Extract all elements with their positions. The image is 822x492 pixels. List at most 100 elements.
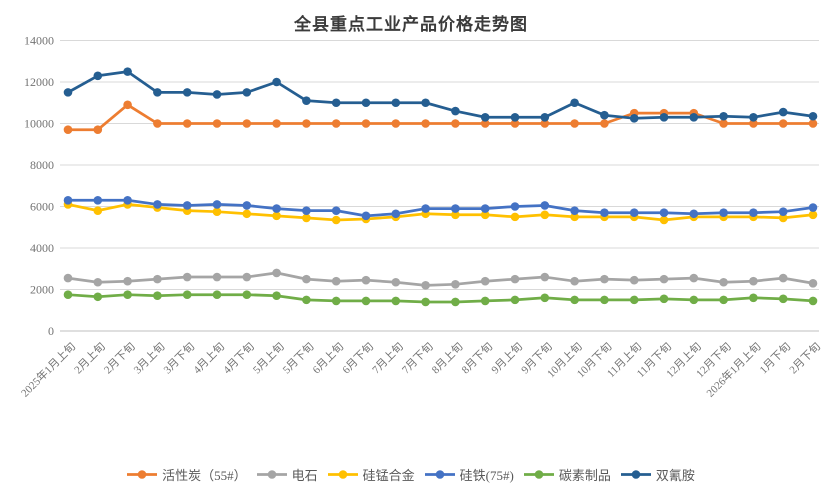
data-point[interactable] (749, 112, 758, 122)
data-point[interactable] (272, 119, 281, 128)
data-point[interactable] (778, 273, 788, 283)
data-point[interactable] (123, 290, 132, 299)
data-point[interactable] (659, 274, 669, 284)
data-point[interactable] (600, 119, 609, 128)
data-point[interactable] (600, 110, 609, 120)
data-point[interactable] (808, 296, 818, 306)
data-point[interactable] (212, 200, 222, 209)
data-point[interactable] (63, 195, 73, 205)
data-point[interactable] (570, 295, 579, 305)
data-point[interactable] (302, 295, 311, 305)
data-point[interactable] (778, 119, 788, 128)
data-point[interactable] (659, 208, 669, 218)
data-point[interactable] (600, 208, 609, 218)
data-point[interactable] (689, 295, 699, 305)
data-point[interactable] (510, 212, 520, 222)
data-point[interactable] (689, 112, 699, 122)
data-point[interactable] (391, 98, 401, 108)
data-point[interactable] (421, 98, 430, 108)
data-point[interactable] (510, 274, 520, 284)
data-point[interactable] (212, 90, 222, 99)
data-point[interactable] (421, 204, 430, 213)
data-point[interactable] (451, 119, 460, 128)
data-point[interactable] (451, 280, 460, 289)
data-point[interactable] (242, 209, 252, 219)
data-point[interactable] (361, 119, 371, 128)
data-point[interactable] (421, 297, 430, 307)
data-point[interactable] (182, 272, 192, 282)
data-point[interactable] (212, 290, 222, 299)
data-point[interactable] (331, 98, 341, 108)
data-point[interactable] (242, 88, 252, 97)
legend-item-硅铁(75#)[interactable]: 硅铁(75#) (424, 465, 514, 484)
data-point[interactable] (510, 119, 520, 128)
data-point[interactable] (361, 211, 371, 221)
data-point[interactable] (272, 211, 281, 221)
data-point[interactable] (749, 208, 758, 218)
data-point[interactable] (182, 290, 192, 299)
data-point[interactable] (93, 195, 103, 205)
data-point[interactable] (93, 277, 103, 287)
data-point[interactable] (719, 208, 728, 218)
data-point[interactable] (570, 212, 579, 222)
data-point[interactable] (808, 278, 818, 288)
data-point[interactable] (480, 296, 490, 306)
data-point[interactable] (540, 112, 550, 122)
data-point[interactable] (331, 276, 341, 286)
data-point[interactable] (153, 200, 162, 209)
data-point[interactable] (63, 290, 73, 299)
data-point[interactable] (93, 71, 103, 81)
data-point[interactable] (629, 114, 639, 123)
data-point[interactable] (778, 107, 788, 117)
data-point[interactable] (153, 274, 162, 284)
data-point[interactable] (272, 204, 281, 213)
data-point[interactable] (629, 275, 639, 285)
data-point[interactable] (93, 292, 103, 302)
data-point[interactable] (451, 106, 460, 116)
data-point[interactable] (451, 204, 460, 213)
data-point[interactable] (63, 88, 73, 97)
data-point[interactable] (659, 215, 669, 225)
data-point[interactable] (123, 67, 132, 76)
legend-item-碳素制品[interactable]: 碳素制品 (523, 465, 611, 484)
data-point[interactable] (540, 293, 550, 303)
data-point[interactable] (182, 119, 192, 128)
data-point[interactable] (540, 201, 550, 210)
series-电石[interactable] (63, 268, 818, 290)
data-point[interactable] (331, 296, 341, 306)
legend-item-活性炭（55#）[interactable]: 活性炭（55#） (127, 465, 247, 484)
data-point[interactable] (659, 112, 669, 122)
data-point[interactable] (272, 291, 281, 301)
data-point[interactable] (778, 213, 788, 223)
data-point[interactable] (272, 268, 281, 278)
data-point[interactable] (331, 119, 341, 128)
legend-item-电石[interactable]: 电石 (256, 465, 318, 484)
data-point[interactable] (540, 210, 550, 220)
series-碳素制品[interactable] (63, 290, 818, 307)
data-point[interactable] (540, 119, 550, 128)
data-point[interactable] (391, 277, 401, 287)
data-point[interactable] (480, 210, 490, 220)
data-point[interactable] (510, 202, 520, 211)
data-point[interactable] (123, 100, 132, 110)
data-point[interactable] (629, 208, 639, 218)
data-point[interactable] (570, 276, 579, 286)
data-point[interactable] (480, 119, 490, 128)
data-point[interactable] (808, 210, 818, 220)
data-point[interactable] (421, 119, 430, 128)
data-point[interactable] (600, 295, 609, 305)
legend-item-双氰胺[interactable]: 双氰胺 (620, 465, 695, 484)
data-point[interactable] (302, 206, 311, 215)
data-point[interactable] (361, 296, 371, 306)
data-point[interactable] (451, 297, 460, 307)
series-双氰胺[interactable] (63, 67, 818, 123)
data-point[interactable] (361, 275, 371, 285)
data-point[interactable] (629, 295, 639, 305)
data-point[interactable] (272, 77, 281, 87)
data-point[interactable] (659, 294, 669, 304)
data-point[interactable] (480, 204, 490, 213)
data-point[interactable] (93, 206, 103, 215)
data-point[interactable] (540, 272, 550, 282)
data-point[interactable] (808, 119, 818, 128)
data-point[interactable] (510, 112, 520, 122)
